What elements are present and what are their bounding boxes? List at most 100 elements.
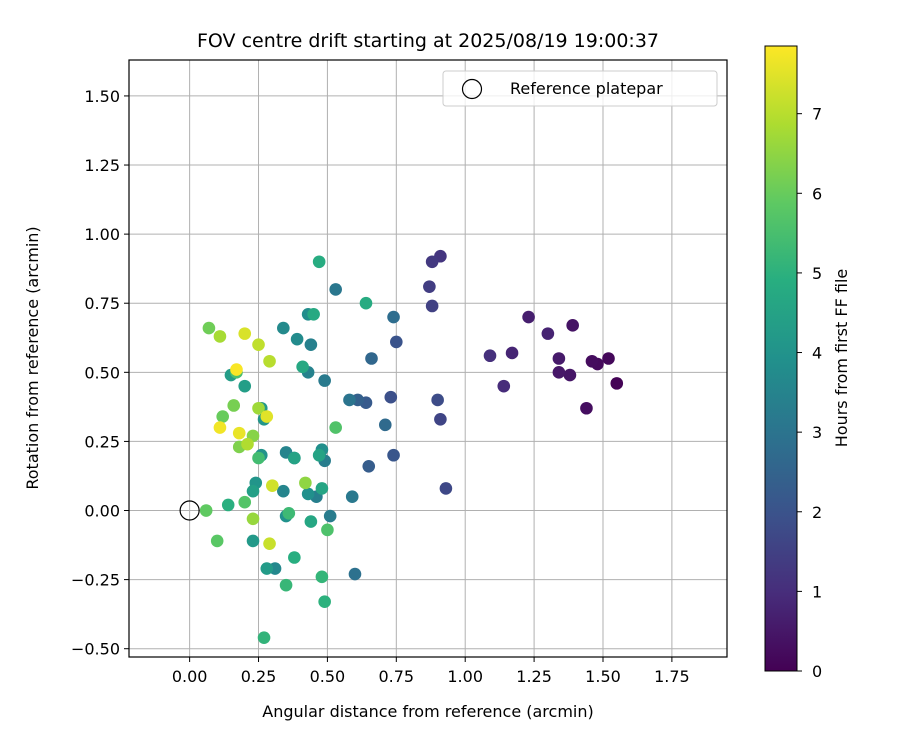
data-point	[610, 377, 624, 390]
data-point	[323, 509, 337, 523]
data-point	[483, 349, 497, 363]
y-axis-label: Rotation from reference (arcmin)	[23, 226, 42, 489]
data-point	[329, 421, 342, 434]
colorbar-tick-label: 3	[812, 423, 822, 442]
data-point	[213, 421, 227, 434]
colorbar-ticks: 0 1 2 3 4 5 6 7	[797, 105, 822, 681]
colorbar: 0 1 2 3 4 5 6 7 Hours from first FF file	[764, 45, 851, 681]
colorbar-tick-label: 1	[812, 582, 822, 601]
data-point	[307, 307, 320, 321]
data-point	[318, 595, 331, 609]
data-point	[343, 393, 356, 407]
data-point	[252, 338, 265, 351]
colorbar-tick-label: 4	[812, 344, 822, 363]
data-point	[296, 360, 309, 374]
data-point	[387, 448, 400, 462]
data-point	[238, 495, 252, 509]
data-point	[439, 482, 453, 495]
x-tick-label: 1.00	[447, 667, 483, 686]
data-point	[304, 338, 318, 351]
x-tick-label: 1.25	[516, 667, 552, 686]
y-tick-label: 0.00	[84, 502, 120, 521]
colorbar-tick-label: 6	[812, 184, 822, 203]
data-point	[238, 327, 252, 340]
y-tick-label: 0.25	[84, 432, 120, 451]
data-point	[263, 354, 276, 368]
y-tick-label: −0.50	[71, 640, 120, 659]
data-point	[238, 379, 252, 393]
y-tick-label: 1.50	[84, 87, 120, 106]
colorbar-tick-label: 0	[812, 662, 822, 681]
y-tick-label: 0.50	[84, 363, 120, 382]
data-point	[497, 379, 511, 393]
data-point	[213, 330, 227, 343]
data-point	[241, 437, 254, 451]
data-point	[345, 490, 359, 503]
data-point	[312, 255, 326, 269]
data-point	[221, 498, 235, 512]
data-point	[246, 484, 260, 498]
data-point	[246, 512, 260, 526]
colorbar-tick-label: 7	[812, 105, 822, 124]
data-point	[602, 352, 615, 365]
data-point	[312, 448, 326, 462]
x-tick-label: 0.25	[241, 667, 277, 686]
data-point	[387, 310, 400, 324]
data-point	[425, 255, 439, 269]
chart-title: FOV centre drift starting at 2025/08/19 …	[197, 30, 659, 52]
x-tick-label: 0.50	[310, 667, 346, 686]
x-tick-label: 0.00	[172, 667, 208, 686]
x-axis-label: Angular distance from reference (arcmin)	[262, 702, 593, 721]
reference-point	[179, 500, 200, 521]
data-point	[423, 280, 436, 293]
colorbar-label: Hours from first FF file	[832, 269, 851, 448]
data-points	[199, 249, 624, 644]
data-point	[288, 551, 301, 564]
colorbar-gradient	[764, 45, 798, 672]
x-axis-ticks: 0.00 0.25 0.50 0.75 1.00 1.25 1.50 1.75	[172, 657, 690, 686]
data-point	[290, 332, 304, 346]
data-point	[230, 363, 243, 376]
legend-box	[442, 70, 718, 107]
reference-marker	[179, 500, 200, 521]
y-tick-label: 0.75	[84, 294, 120, 313]
data-point	[232, 426, 246, 440]
data-point	[390, 335, 403, 349]
data-point	[265, 479, 279, 492]
data-point	[378, 418, 392, 432]
data-point	[260, 410, 274, 423]
legend-marker-icon	[461, 78, 483, 100]
data-point	[301, 487, 315, 501]
plot-frame	[128, 59, 728, 658]
data-point	[505, 346, 519, 360]
legend-label: Reference platepar	[510, 79, 663, 98]
data-point	[277, 321, 290, 335]
data-point	[425, 299, 439, 313]
data-point	[384, 390, 398, 404]
data-point	[299, 476, 312, 490]
data-point	[365, 352, 378, 365]
gridlines	[129, 60, 727, 657]
data-point	[199, 504, 213, 517]
x-tick-label: 1.50	[585, 667, 621, 686]
data-point	[279, 578, 293, 592]
data-point	[246, 534, 260, 548]
data-point	[252, 451, 265, 465]
data-point	[566, 319, 579, 332]
data-point	[288, 451, 301, 465]
x-tick-label: 1.75	[654, 667, 690, 686]
data-point	[282, 506, 296, 520]
data-point	[304, 515, 318, 528]
data-point	[315, 570, 329, 584]
data-point	[257, 631, 271, 644]
y-tick-label: −0.25	[71, 571, 120, 590]
data-point	[277, 484, 290, 498]
data-point	[580, 401, 593, 415]
data-point	[359, 296, 373, 310]
data-point	[315, 482, 329, 495]
data-point	[202, 321, 216, 335]
data-point	[227, 399, 241, 412]
data-point	[263, 537, 276, 550]
data-point	[552, 366, 566, 379]
